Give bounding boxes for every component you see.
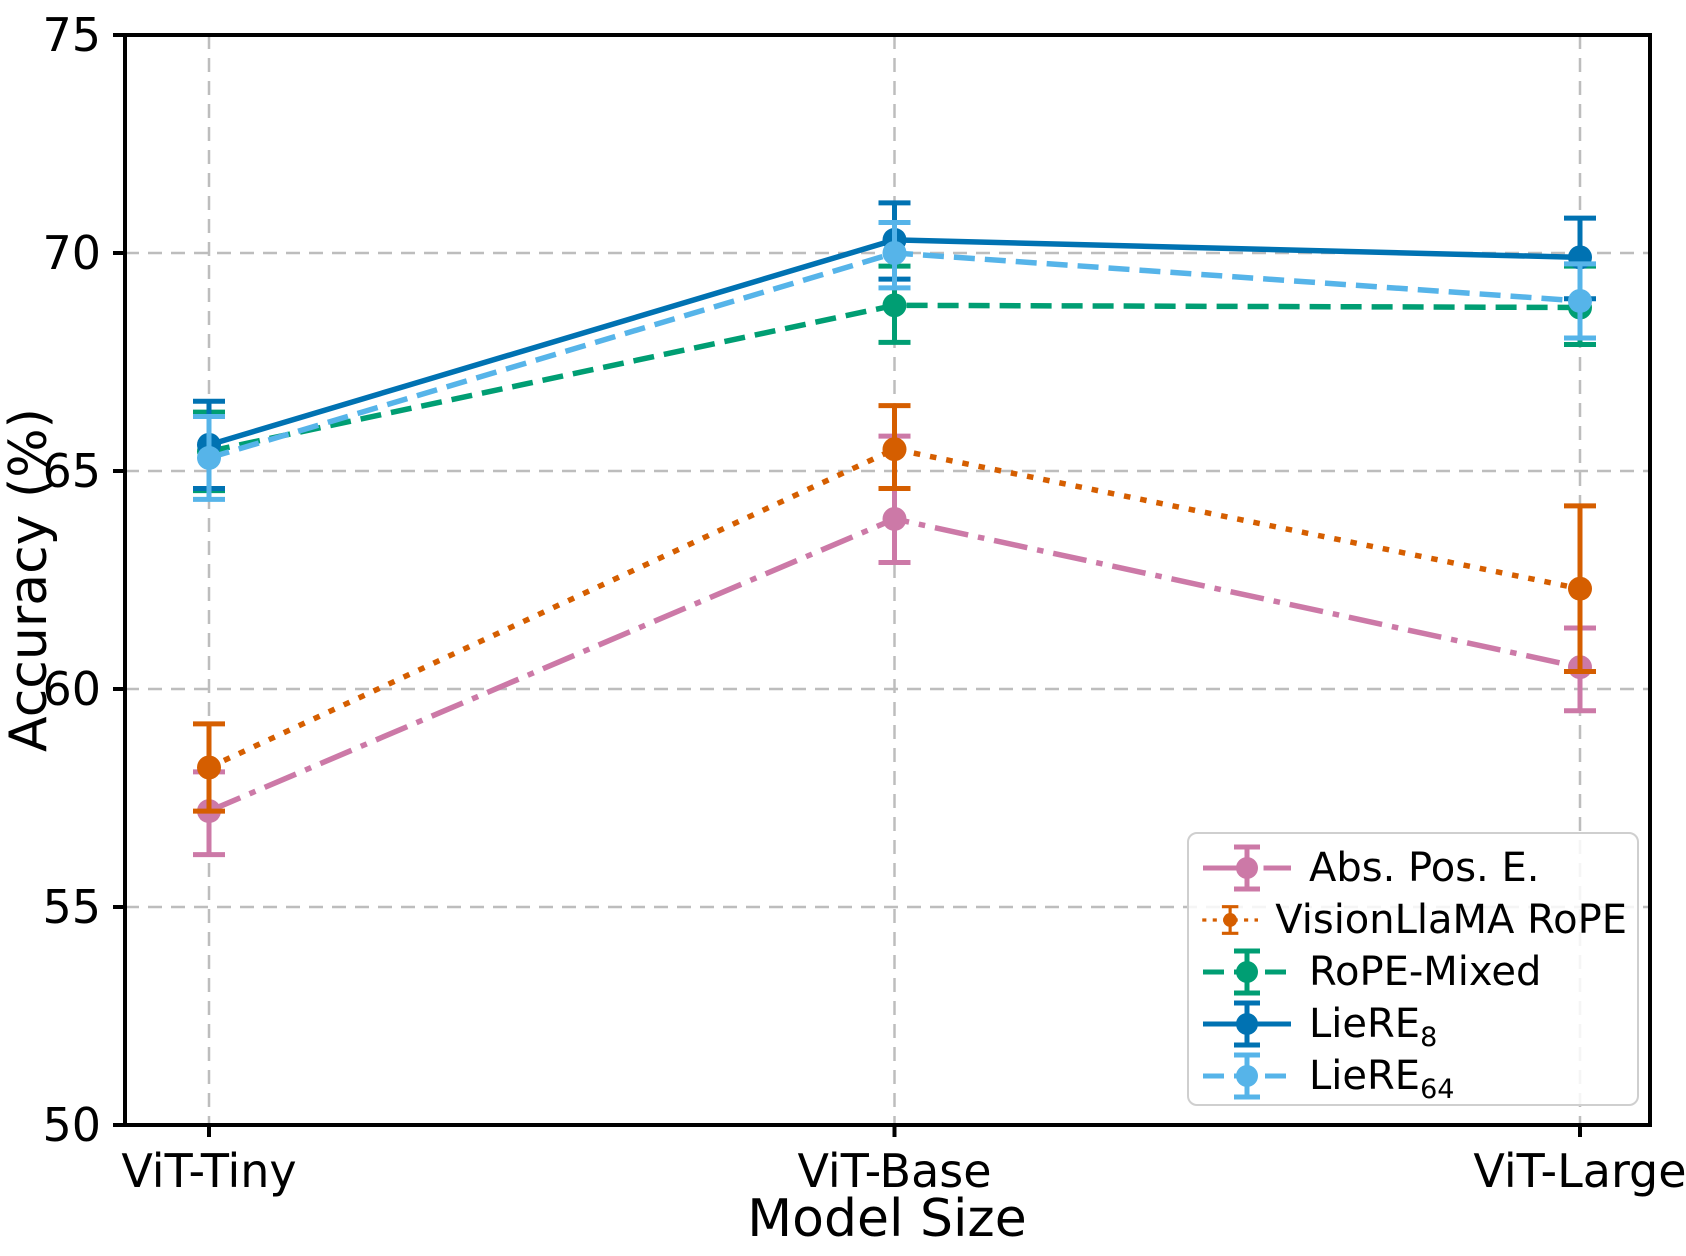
plot-frame <box>123 33 1652 1127</box>
x-tick-label-vit-tiny: ViT-Tiny <box>121 1144 296 1198</box>
data-point-vit-tiny <box>197 445 221 470</box>
series-liere64 <box>193 219 1596 502</box>
legend-item-liere8: LieRE8 <box>1201 998 1627 1053</box>
legend-item-rope-mixed: RoPE-Mixed <box>1201 946 1627 998</box>
x-axis-label: Model Size <box>747 1189 1026 1249</box>
data-point-vit-base <box>882 293 907 318</box>
legend-sample-liere64 <box>1203 1052 1291 1100</box>
chart-legend: Abs. Pos. E. VisionLlaMA RoPE RoPE-Mixed Li… <box>1187 832 1639 1106</box>
y-tick-label-75: 75 <box>42 8 101 62</box>
legend-label: LieRE64 <box>1309 1053 1455 1105</box>
y-tick-label-55: 55 <box>42 880 101 934</box>
data-point-vit-base <box>882 437 907 462</box>
legend-label: RoPE-Mixed <box>1309 949 1542 995</box>
data-point-vit-large <box>1568 576 1592 601</box>
series-visionllama-rope <box>193 403 1596 814</box>
legend-sample-abs-pos-e <box>1203 844 1291 892</box>
data-point-vit-tiny <box>197 755 221 780</box>
legend-item-liere64: LieRE64 <box>1201 1050 1627 1105</box>
legend-sample-rope-mixed <box>1203 948 1291 996</box>
x-tick-label-vit-large: ViT-Large <box>1473 1144 1686 1198</box>
data-point-vit-large <box>1568 288 1592 313</box>
x-tick-label-vit-base: ViT-Base <box>797 1144 991 1198</box>
series-line <box>207 446 1581 770</box>
data-series-layer <box>193 200 1596 858</box>
y-tick-label-70: 70 <box>42 226 101 280</box>
y-axis-label: Accuracy (%) <box>0 408 59 752</box>
legend-label: Abs. Pos. E. <box>1309 845 1540 891</box>
legend-label: VisionLlaMA RoPE <box>1275 897 1627 943</box>
data-point-vit-base <box>882 506 907 531</box>
y-tick-label-60: 60 <box>42 662 101 716</box>
legend-sample-liere8 <box>1203 1000 1291 1048</box>
y-tick-label-65: 65 <box>42 444 101 498</box>
legend-item-abs-pos-e: Abs. Pos. E. <box>1201 842 1627 894</box>
legend-item-visionllama-rope: VisionLlaMA RoPE <box>1201 894 1627 946</box>
legend-sample-visionllama-rope <box>1202 905 1258 935</box>
data-point-vit-base <box>882 241 907 265</box>
y-tick-label-50: 50 <box>42 1098 101 1152</box>
legend-label: LieRE8 <box>1309 1001 1438 1053</box>
axes-layer: 50 55 60 65 70 75 ViT-Tiny ViT-Base ViT-Large <box>42 8 1686 1198</box>
